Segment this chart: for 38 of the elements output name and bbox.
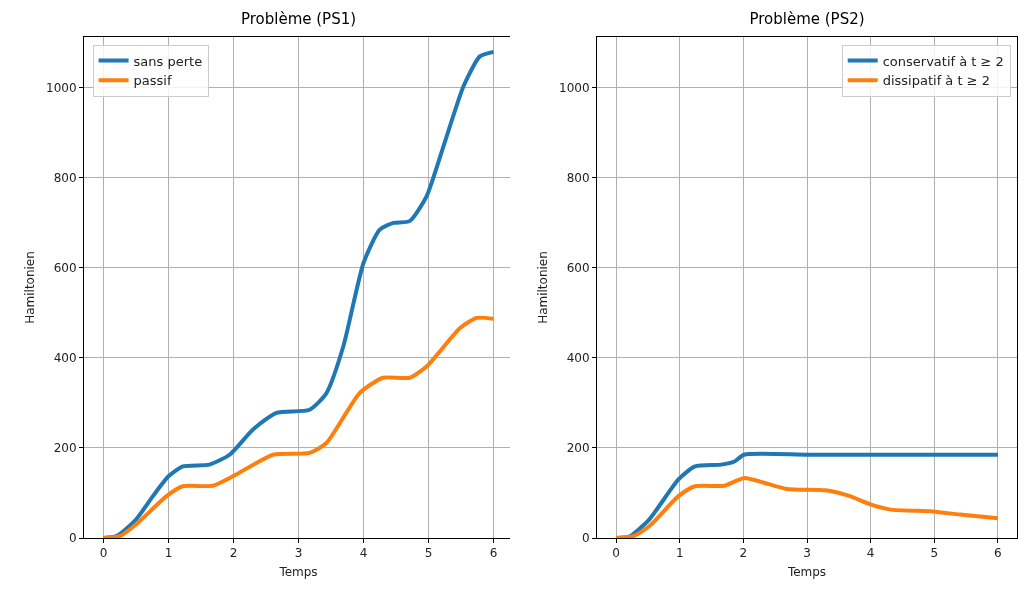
- line-series: [101, 315, 496, 538]
- legend-label: passif: [133, 73, 172, 89]
- chart-title: Problème (PS2): [749, 10, 865, 29]
- y-tick-label: 1000: [559, 81, 590, 96]
- x-tick-label: 4: [866, 546, 875, 561]
- chart-title: Problème (PS1): [240, 10, 357, 29]
- x-tick-label: 1: [164, 546, 173, 561]
- y-tick-label: 1000: [46, 81, 77, 96]
- y-tick-label: 800: [53, 171, 77, 186]
- x-tick-label: 0: [99, 546, 108, 561]
- y-tick-label: 600: [566, 261, 590, 276]
- y-tick-label: 0: [68, 531, 77, 546]
- line-series: [614, 476, 1000, 538]
- y-tick-label: 0: [581, 531, 590, 546]
- y-axis-title: Hamiltonien: [23, 251, 38, 324]
- legend-label: dissipatif à t ≥ 2: [882, 73, 990, 89]
- y-tick-label: 200: [53, 441, 77, 456]
- x-tick-label: 6: [994, 546, 1002, 561]
- x-tick-label: 6: [489, 546, 498, 561]
- x-tick-label: 4: [359, 546, 368, 561]
- y-tick-label: 600: [53, 261, 77, 276]
- x-tick-label: 5: [424, 546, 433, 561]
- x-axis-title: Temps: [786, 565, 827, 580]
- legend-label: sans perte: [133, 53, 203, 69]
- y-tick-label: 400: [53, 351, 77, 366]
- x-tick-label: 3: [803, 546, 811, 561]
- y-tick-label: 800: [566, 171, 590, 186]
- legend-label: conservatif à t ≥ 2: [882, 53, 1004, 69]
- x-axis-title: Temps: [278, 565, 318, 580]
- x-tick-label: 5: [930, 546, 939, 561]
- y-tick-label: 200: [566, 441, 590, 456]
- x-tick-label: 3: [294, 546, 303, 561]
- y-tick-label: 400: [566, 351, 590, 366]
- x-tick-label: 0: [612, 546, 620, 561]
- x-tick-label: 1: [675, 546, 684, 561]
- x-tick-label: 2: [739, 546, 748, 561]
- x-tick-label: 2: [229, 546, 238, 561]
- y-axis-title: Hamiltonien: [536, 251, 551, 324]
